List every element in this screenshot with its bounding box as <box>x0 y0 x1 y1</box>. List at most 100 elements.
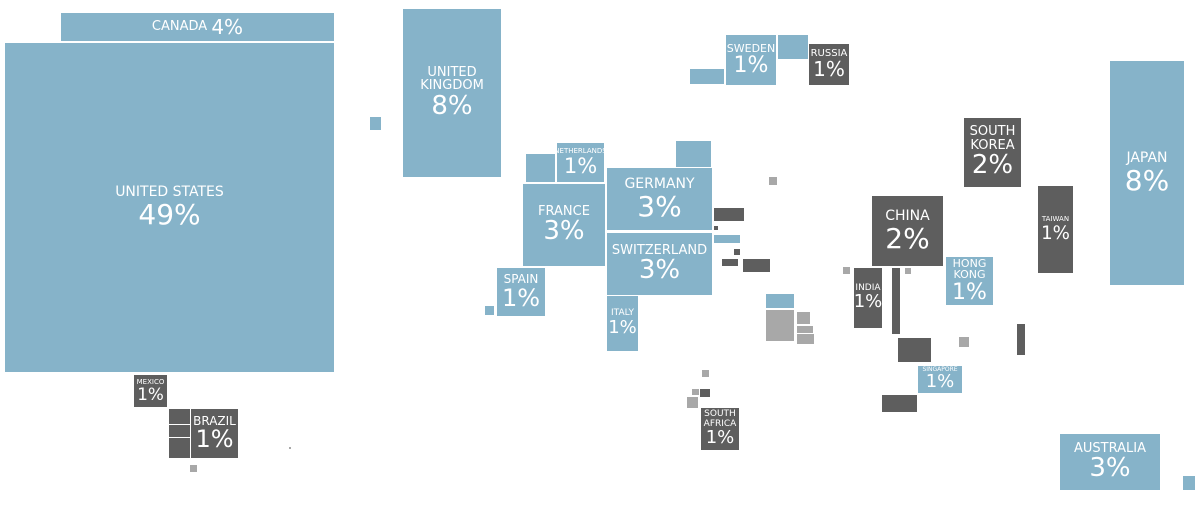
region-box <box>743 259 770 272</box>
country-name: SOUTH AFRICA <box>703 409 737 429</box>
country-share: 1% <box>813 57 845 82</box>
country-box: CANADA 4% <box>61 13 334 41</box>
country-box: RUSSIA 1% <box>809 44 849 85</box>
region-box <box>485 306 494 315</box>
region-box <box>690 69 724 84</box>
country-name: UNITED STATES <box>115 184 224 201</box>
region-box <box>843 267 850 274</box>
country-box: FRANCE 3% <box>523 184 605 266</box>
region-box <box>702 370 709 377</box>
country-name: SOUTH KOREA <box>969 124 1016 153</box>
country-name: TAIWAN <box>1041 215 1070 224</box>
region-box <box>190 465 197 472</box>
region-box <box>714 208 744 221</box>
region-box <box>766 310 794 341</box>
region-box <box>1183 476 1195 490</box>
country-box: UNITED KINGDOM 8% <box>403 9 501 177</box>
region-box <box>766 294 794 308</box>
country-share: 1% <box>952 280 987 305</box>
country-name: HONG KONG <box>952 256 987 282</box>
region-box <box>769 177 777 185</box>
divider <box>169 424 190 425</box>
country-share: 1% <box>195 425 234 454</box>
country-box: SINGAPORE 1% <box>918 366 962 393</box>
country-share: 8% <box>1124 163 1170 197</box>
country-box: SOUTH AFRICA 1% <box>701 408 739 450</box>
country-name: JAPAN <box>1126 149 1168 166</box>
region-box <box>714 226 718 230</box>
country-box: HONG KONG 1% <box>946 257 993 305</box>
region-box <box>892 268 900 334</box>
country-share: 3% <box>1089 453 1131 484</box>
region-box <box>882 395 917 412</box>
country-box: NETHERLANDS 1% <box>554 143 607 182</box>
country-box: SWITZERLAND 3% <box>607 233 712 295</box>
region-box <box>700 389 710 397</box>
region-box <box>289 447 291 449</box>
country-box: BRAZIL 1% <box>191 409 238 458</box>
region-box <box>778 35 808 59</box>
region-box <box>898 338 931 362</box>
region-box <box>1017 324 1025 355</box>
region-box <box>676 141 711 167</box>
country-box: INDIA 1% <box>854 268 882 328</box>
country-share: 1% <box>925 371 955 393</box>
country-name: ITALY <box>611 308 634 319</box>
region-box <box>797 326 813 333</box>
country-share: 1% <box>608 316 637 338</box>
country-box: MEXICO 1% <box>134 375 167 407</box>
country-box: TAIWAN 1% <box>1038 186 1073 273</box>
country-name: NETHERLANDS <box>554 146 607 155</box>
region-box <box>722 259 738 266</box>
country-box: SPAIN 1% <box>497 268 545 316</box>
country-name: FRANCE <box>538 203 590 219</box>
country-name: BRAZIL <box>193 413 236 428</box>
country-share: 1% <box>137 383 164 404</box>
country-share: 1% <box>563 154 598 179</box>
region-box <box>959 337 969 347</box>
country-share: 1% <box>501 283 541 312</box>
country-share: 2% <box>971 150 1014 181</box>
region-box <box>797 312 810 324</box>
country-share: 1% <box>733 53 769 79</box>
country-name: RUSSIA <box>810 47 848 59</box>
country-box: CHINA 2% <box>872 196 943 266</box>
country-name: INDIA <box>855 282 881 293</box>
country-name: SWEDEN <box>726 41 776 55</box>
country-box: ITALY 1% <box>607 296 638 351</box>
region-box <box>687 397 698 408</box>
region-box <box>169 409 190 458</box>
region-box <box>692 389 699 395</box>
region-box <box>714 235 740 243</box>
country-share: 1% <box>1041 222 1070 244</box>
country-share: 3% <box>638 255 681 286</box>
region-box <box>526 154 555 182</box>
country-box: AUSTRALIA 3% <box>1060 434 1160 490</box>
divider <box>169 437 190 438</box>
country-name: SPAIN <box>503 272 539 287</box>
country-name: AUSTRALIA <box>1074 440 1146 456</box>
country-name: CHINA <box>885 207 930 224</box>
country-box: SWEDEN 1% <box>726 35 776 85</box>
country-name: SINGAPORE <box>922 365 958 373</box>
country-share: 2% <box>885 221 930 255</box>
country-name: UNITED KINGDOM <box>420 64 484 94</box>
country-share: 1% <box>853 291 883 313</box>
country-share: 49% <box>138 198 201 232</box>
country-share: 8% <box>431 90 473 121</box>
country-share: 1% <box>705 426 735 448</box>
country-box: GERMANY 3% <box>607 168 712 230</box>
region-box <box>905 268 911 274</box>
country-box: UNITED STATES 49% <box>5 43 334 372</box>
region-box <box>734 249 740 255</box>
country-name: CANADA <box>151 19 208 35</box>
country-share: 3% <box>637 189 682 223</box>
country-name: SWITZERLAND <box>611 242 708 258</box>
country-name: MEXICO <box>136 377 165 386</box>
country-share: 4% <box>211 14 244 39</box>
country-name: GERMANY <box>624 175 695 192</box>
region-box <box>797 334 814 344</box>
country-share: 3% <box>543 216 585 247</box>
country-box: JAPAN 8% <box>1110 61 1184 285</box>
